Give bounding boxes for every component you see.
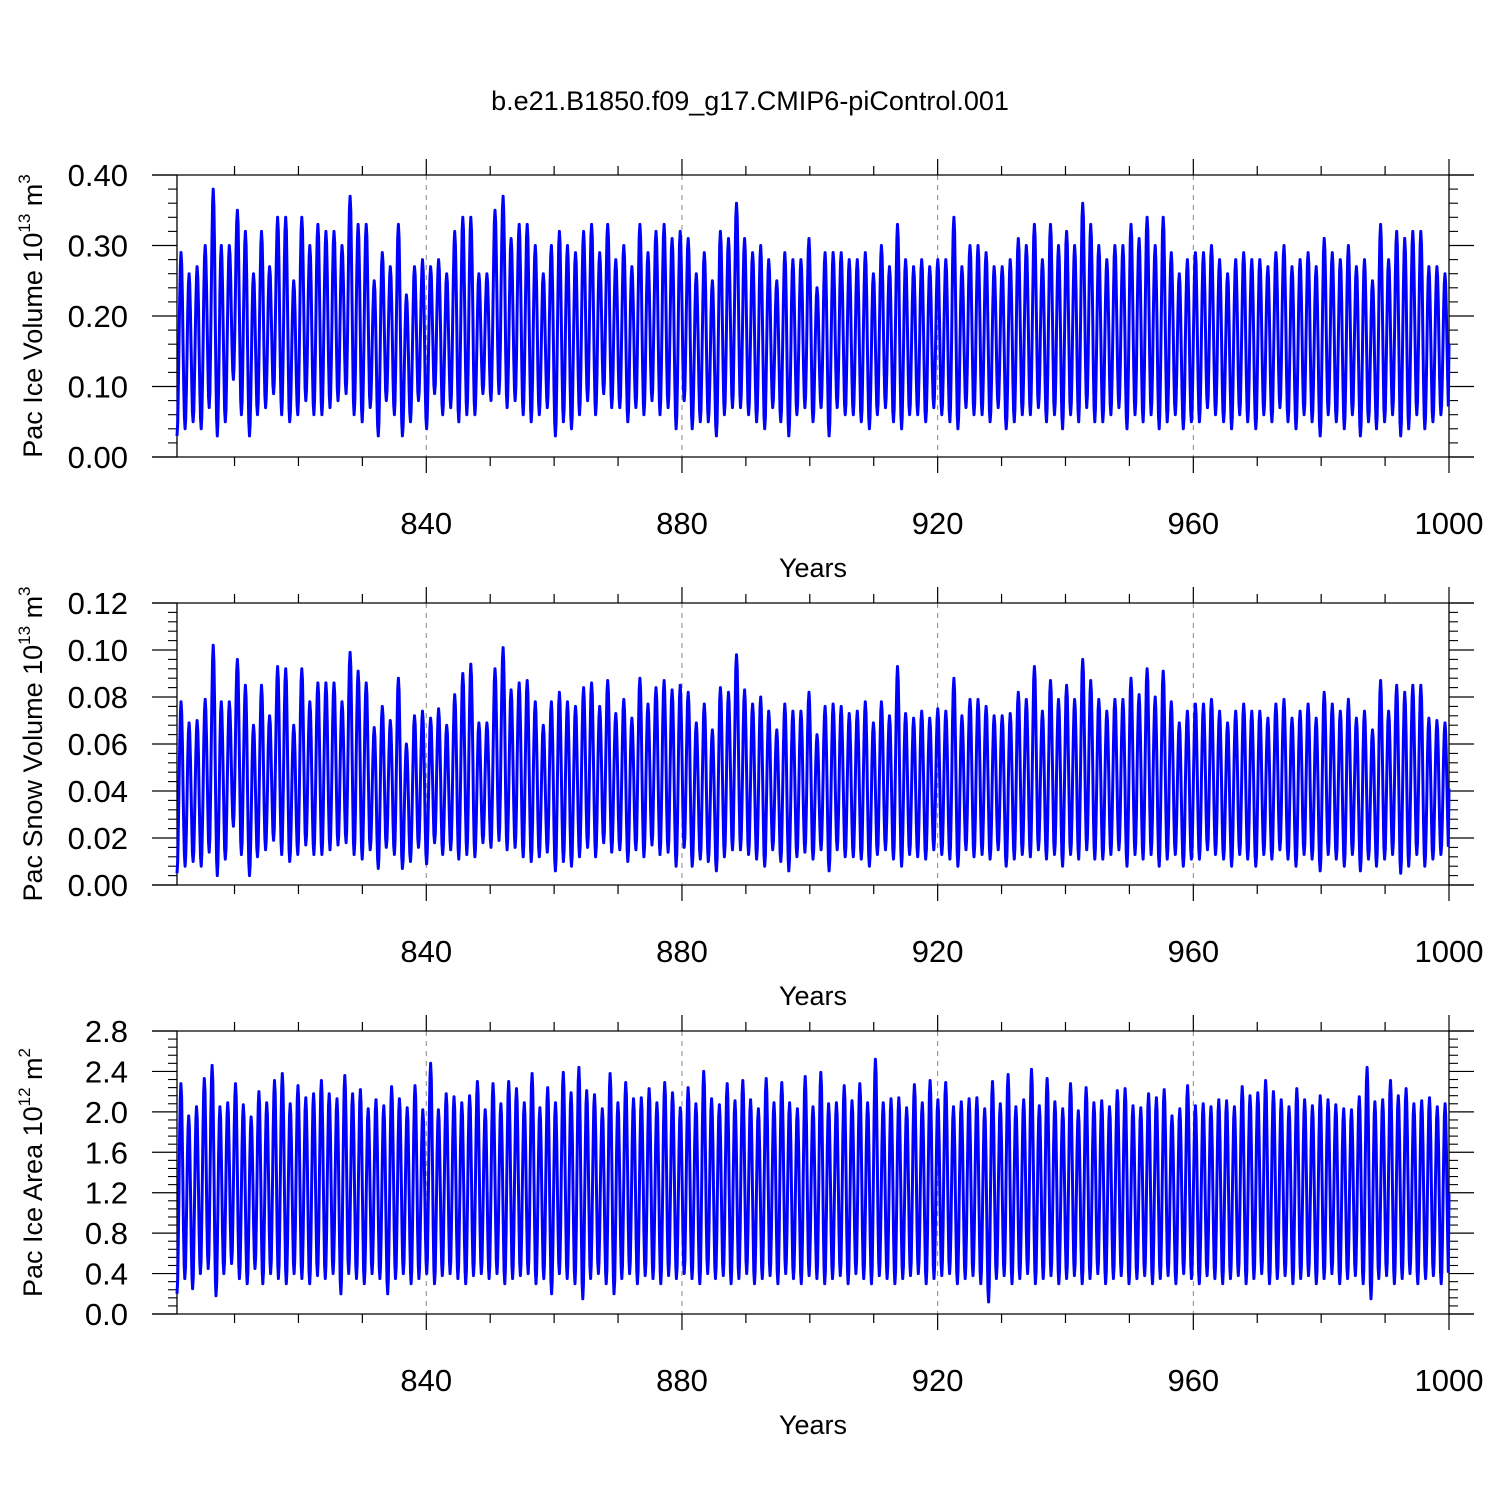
x-tick-label: 1000 [1415, 1363, 1484, 1398]
x-axis-title: Years [779, 981, 847, 1011]
y-tick-label: 0.12 [68, 586, 128, 621]
y-tick-label: 0.40 [68, 158, 128, 193]
panel-2: 0.00 0.02 0.04 0.06 0.08 0.10 0.12 840 880 920 960… [15, 586, 1483, 1011]
x-tick-label: 920 [912, 934, 964, 969]
x-tick-label: 1000 [1415, 934, 1484, 969]
y-tick-label: 2.4 [85, 1054, 128, 1089]
y-tick-label: 2.0 [85, 1095, 128, 1130]
x-tick-label: 880 [656, 506, 708, 541]
series-line-1 [175, 187, 1451, 438]
figure-title: b.e21.B1850.f09_g17.CMIP6-piControl.001 [491, 86, 1009, 116]
y-axis-title: Pac Snow Volume 1013 m3 [15, 586, 48, 901]
panel-3: 0.0 0.4 0.8 1.2 1.6 2.0 2.4 2.8 840 880 920 960 1000… [15, 1014, 1483, 1440]
y-tick-label: 2.8 [85, 1014, 128, 1049]
y-axis-title: Pac Ice Area 1012 m2 [15, 1048, 48, 1297]
y-tick-label: 0.00 [68, 440, 128, 475]
x-tick-label: 1000 [1415, 506, 1484, 541]
y-axis-title: Pac Ice Volume 1013 m3 [15, 174, 48, 458]
y-tick-label: 0.00 [68, 868, 128, 903]
y-tick-label: 1.2 [85, 1176, 128, 1211]
y-tick-label: 0.4 [85, 1257, 128, 1292]
x-tick-label: 880 [656, 934, 708, 969]
y-tick-label: 0.30 [68, 229, 128, 264]
x-tick-label: 960 [1167, 934, 1219, 969]
x-axis-title: Years [779, 553, 847, 583]
y-tick-label: 0.10 [68, 633, 128, 668]
x-tick-label: 960 [1167, 506, 1219, 541]
x-tick-label: 920 [912, 1363, 964, 1398]
x-tick-label: 960 [1167, 1363, 1219, 1398]
x-tick-label: 920 [912, 506, 964, 541]
y-tick-label: 0.06 [68, 727, 128, 762]
y-tick-label: 0.10 [68, 370, 128, 405]
series-line-1 [175, 1057, 1451, 1304]
y-tick-label: 0.08 [68, 680, 128, 715]
x-axis-title: Years [779, 1410, 847, 1440]
y-tick-label: 0.20 [68, 299, 128, 334]
y-tick-label: 0.0 [85, 1297, 128, 1332]
panels: 0.00 0.10 0.20 0.30 0.40 840 880 920 960 1000 Year… [15, 158, 1483, 1440]
series-line-1 [175, 643, 1451, 878]
y-tick-label: 0.8 [85, 1216, 128, 1251]
x-tick-label: 840 [400, 506, 452, 541]
panel-1: 0.00 0.10 0.20 0.30 0.40 840 880 920 960 1000 Year… [15, 158, 1483, 583]
x-tick-label: 840 [400, 1363, 452, 1398]
x-tick-label: 840 [400, 934, 452, 969]
x-tick-label: 880 [656, 1363, 708, 1398]
y-tick-label: 0.02 [68, 821, 128, 856]
y-tick-label: 0.04 [68, 774, 128, 809]
y-tick-label: 1.6 [85, 1135, 128, 1170]
